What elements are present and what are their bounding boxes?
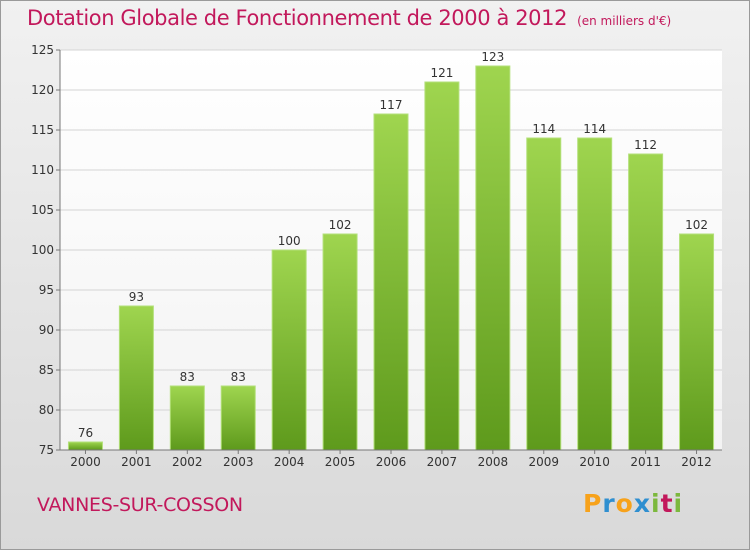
x-tick-label: 2005 (325, 455, 356, 469)
y-tick-label: 100 (31, 243, 54, 257)
chart-subtitle: (en milliers d'€) (577, 14, 672, 28)
x-tick-label: 2002 (172, 455, 203, 469)
y-tick-label: 85 (39, 363, 54, 377)
y-tick-label: 105 (31, 203, 54, 217)
bar (373, 113, 409, 451)
bar-value-label: 121 (430, 66, 453, 80)
bar (169, 385, 205, 451)
y-tick-label: 110 (31, 163, 54, 177)
logo-letter: i (651, 489, 661, 518)
bar (577, 137, 613, 451)
title-text: Dotation Globale de Fonctionnement de 20… (27, 6, 568, 30)
logo-letter: i (673, 489, 684, 518)
bar-value-label: 102 (329, 218, 352, 232)
logo-letter: x (633, 489, 651, 518)
bar (271, 249, 307, 451)
y-tick-label: 120 (31, 83, 54, 97)
bar-value-label: 100 (278, 234, 301, 248)
x-tick-label: 2007 (427, 455, 458, 469)
x-tick-label: 2006 (376, 455, 407, 469)
bar-value-label: 117 (380, 98, 403, 112)
bar (67, 441, 103, 451)
logo-letter: P (583, 489, 603, 518)
bar (220, 385, 256, 451)
y-tick-label: 75 (39, 443, 54, 457)
bar (628, 153, 664, 451)
bar (526, 137, 562, 451)
x-tick-label: 2009 (528, 455, 559, 469)
commune-name: VANNES-SUR-COSSON (37, 494, 243, 516)
x-tick-label: 2001 (121, 455, 152, 469)
bar (424, 81, 460, 451)
y-tick-label: 90 (39, 323, 54, 337)
bar (475, 65, 511, 451)
bar (679, 233, 715, 451)
logo-letter: r (602, 489, 616, 518)
y-tick-label: 125 (31, 43, 54, 57)
bar-value-label: 123 (481, 50, 504, 64)
y-tick-label: 80 (39, 403, 54, 417)
bar-value-label: 76 (78, 426, 93, 440)
chart-title: Dotation Globale de Fonctionnement de 20… (27, 6, 671, 30)
bar-value-label: 112 (634, 138, 657, 152)
bar-value-label: 83 (231, 370, 246, 384)
bar-value-label: 114 (583, 122, 606, 136)
bar-value-label: 93 (129, 290, 144, 304)
x-tick-label: 2008 (478, 455, 509, 469)
x-tick-label: 2012 (681, 455, 712, 469)
logo-letter: t (660, 489, 674, 518)
x-tick-label: 2000 (70, 455, 101, 469)
bar-value-label: 83 (180, 370, 195, 384)
x-tick-label: 2011 (630, 455, 661, 469)
bar-value-label: 102 (685, 218, 708, 232)
y-tick-label: 115 (31, 123, 54, 137)
bar-value-label: 114 (532, 122, 555, 136)
x-tick-label: 2003 (223, 455, 254, 469)
bar (118, 305, 154, 451)
x-tick-label: 2004 (274, 455, 305, 469)
x-tick-label: 2010 (579, 455, 610, 469)
logo-letter: o (615, 489, 634, 518)
proxiti-logo: Proxiti (583, 489, 683, 518)
bar (322, 233, 358, 451)
y-tick-label: 95 (39, 283, 54, 297)
